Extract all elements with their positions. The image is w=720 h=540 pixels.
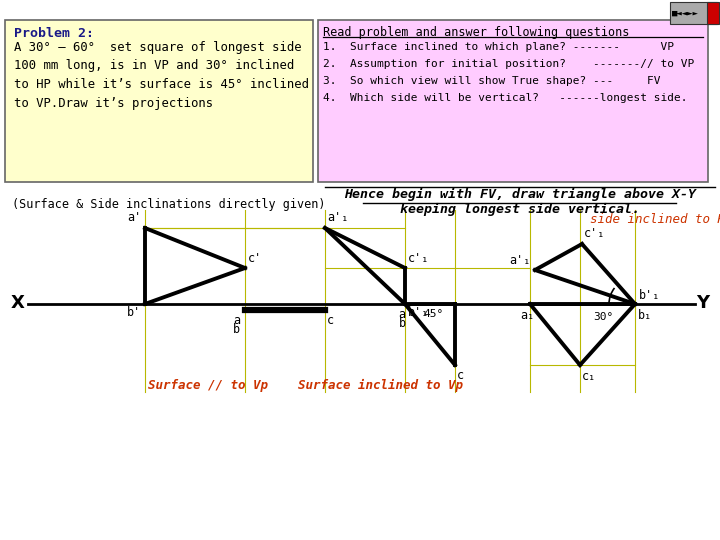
Text: a: a xyxy=(398,308,405,321)
Text: b': b' xyxy=(127,306,141,319)
Text: c: c xyxy=(457,369,464,382)
Text: a₁: a₁ xyxy=(520,309,534,322)
Text: c: c xyxy=(327,314,334,327)
Text: Surface // to Vp    Surface inclined to Vp: Surface // to Vp Surface inclined to Vp xyxy=(148,379,463,392)
FancyBboxPatch shape xyxy=(5,20,313,182)
Text: (Surface & Side inclinations directly given): (Surface & Side inclinations directly gi… xyxy=(12,198,325,211)
Text: 1.  Surface inclined to which plane? -------      VP: 1. Surface inclined to which plane? ----… xyxy=(323,42,674,52)
Text: Read problem and answer following questions: Read problem and answer following questi… xyxy=(323,26,629,39)
Text: b: b xyxy=(233,323,240,336)
Text: 30°: 30° xyxy=(593,312,613,322)
Text: c': c' xyxy=(248,252,262,265)
Text: Problem 2:: Problem 2: xyxy=(14,27,94,40)
Text: b'₁: b'₁ xyxy=(639,289,660,302)
Text: 45°: 45° xyxy=(423,309,444,319)
Text: X: X xyxy=(11,294,25,312)
Text: b'₁: b'₁ xyxy=(408,306,429,319)
FancyBboxPatch shape xyxy=(670,2,717,24)
FancyBboxPatch shape xyxy=(707,2,719,24)
Text: keeping longest side vertical.: keeping longest side vertical. xyxy=(400,203,640,216)
Text: a'₁: a'₁ xyxy=(327,211,348,224)
Text: A 30° – 60°  set square of longest side
100 mm long, is in VP and 30° inclined
t: A 30° – 60° set square of longest side 1… xyxy=(14,41,309,110)
Text: 2.  Assumption for initial position?    -------// to VP: 2. Assumption for initial position? ----… xyxy=(323,59,694,69)
Text: a': a' xyxy=(127,211,141,224)
FancyBboxPatch shape xyxy=(318,20,708,182)
Text: side inclined to Hp: side inclined to Hp xyxy=(590,213,720,226)
Text: c'₁: c'₁ xyxy=(408,252,429,265)
Text: c₁: c₁ xyxy=(582,370,596,383)
Text: a'₁: a'₁ xyxy=(510,254,531,267)
Text: Hence begin with FV, draw triangle above X-Y: Hence begin with FV, draw triangle above… xyxy=(344,188,696,201)
Text: a: a xyxy=(233,314,240,327)
Text: 3.  So which view will show True shape? ---     FV: 3. So which view will show True shape? -… xyxy=(323,76,660,86)
Text: 4.  Which side will be vertical?   ------longest side.: 4. Which side will be vertical? ------lo… xyxy=(323,93,688,103)
Text: c'₁: c'₁ xyxy=(584,227,606,240)
Text: b: b xyxy=(398,317,405,330)
Text: b₁: b₁ xyxy=(638,309,652,322)
Text: Y: Y xyxy=(696,294,710,312)
Text: ■◄◄►►: ■◄◄►► xyxy=(672,9,699,17)
